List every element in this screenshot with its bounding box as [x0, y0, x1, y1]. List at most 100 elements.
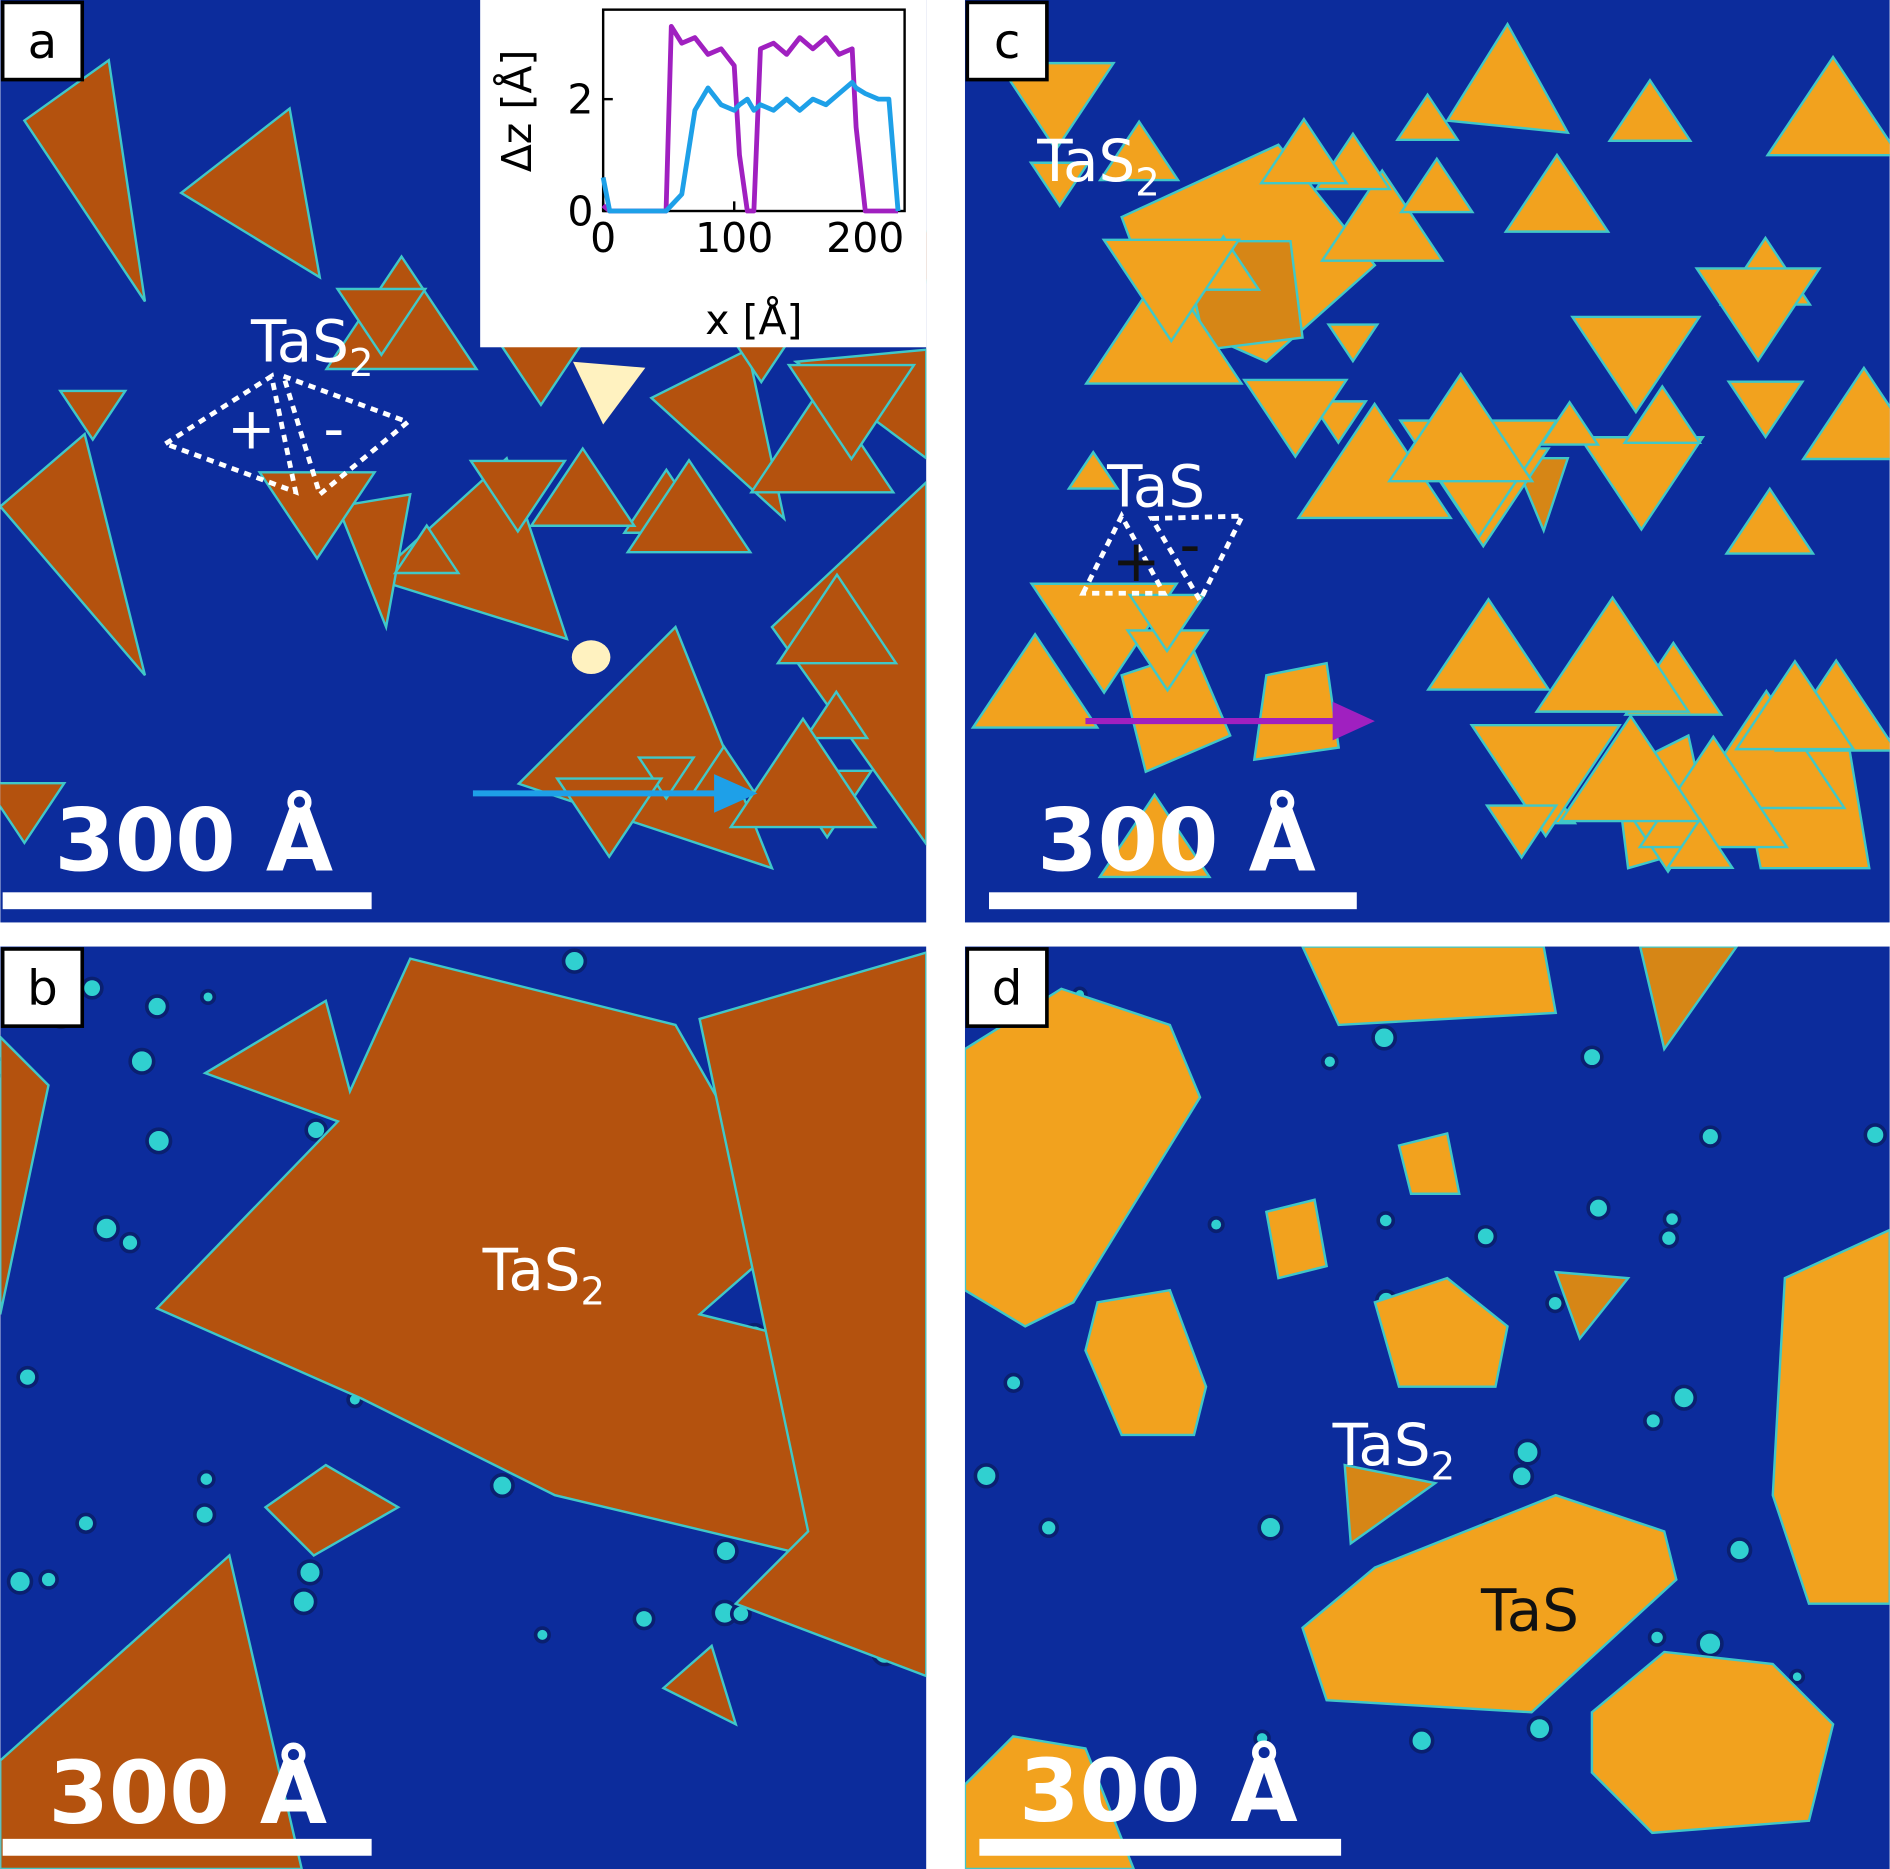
island [1765, 54, 1890, 157]
adatom [1038, 1517, 1059, 1539]
x-tick-label: 200 [826, 214, 904, 262]
adatom [1586, 1195, 1611, 1221]
island [1399, 156, 1475, 214]
island [1622, 384, 1703, 445]
island [1066, 450, 1120, 490]
island [1607, 78, 1693, 142]
adatom [304, 1118, 328, 1142]
panel-d: 300 Å TaS2 TaS [964, 946, 1890, 1869]
adatom [632, 1607, 656, 1631]
adatom [1647, 1628, 1667, 1647]
adatom [561, 948, 588, 974]
adatom [296, 1559, 324, 1586]
adatom [713, 1538, 739, 1564]
adatom [1699, 1125, 1722, 1148]
panel-label: b [27, 960, 58, 1016]
adatom [80, 976, 104, 1000]
island [392, 523, 461, 575]
island [1801, 365, 1890, 461]
island [996, 61, 1116, 152]
adatom [75, 1512, 97, 1534]
panel-label: a [28, 14, 58, 70]
adatom [290, 1588, 318, 1616]
adatom [144, 994, 170, 1019]
island [1097, 792, 1212, 879]
adatom [1643, 1410, 1664, 1432]
adatom [128, 1047, 156, 1075]
island [468, 459, 568, 534]
adatom [1371, 1024, 1398, 1051]
island [625, 458, 753, 554]
adatom [1207, 1216, 1225, 1234]
series-line [600, 79, 901, 214]
island [1724, 486, 1816, 555]
panel-c: 300 Å TaS2 TaS + - [964, 0, 1890, 923]
adatom [1580, 1045, 1604, 1069]
island [803, 689, 870, 740]
annotation: TaS2 [1332, 1411, 1455, 1489]
x-tick-label: 100 [695, 214, 773, 262]
adatom [199, 988, 217, 1006]
island [1097, 119, 1181, 182]
island [0, 781, 67, 846]
adatom [1257, 1514, 1284, 1541]
island [335, 287, 428, 357]
island [1469, 723, 1622, 839]
adatom [533, 1626, 551, 1644]
adatom [1662, 1209, 1682, 1229]
island [1326, 323, 1380, 364]
adatom [193, 1503, 217, 1527]
adatom [1253, 1729, 1271, 1748]
island [1242, 378, 1349, 459]
adatom [1696, 1629, 1724, 1658]
island [775, 572, 899, 665]
island [1426, 597, 1551, 691]
panel-label: d [992, 960, 1023, 1016]
scale-bar-label: 300 Å [48, 1741, 327, 1844]
inset-chart: x [Å] Δz [Å] 0 100 200 0 2 [480, 0, 927, 348]
annotation: TaS2 [1036, 127, 1160, 205]
island [1395, 92, 1460, 141]
island [1484, 804, 1559, 860]
adatom [1863, 1123, 1887, 1147]
island [554, 777, 664, 859]
island [1101, 238, 1241, 344]
panel-b: 300 Å TaS2 [0, 946, 927, 1869]
island [1534, 595, 1691, 713]
island [1387, 371, 1535, 483]
island [1734, 659, 1856, 751]
adatom [489, 1473, 515, 1499]
adatom [1376, 1211, 1396, 1230]
island [728, 716, 878, 829]
scale-bar-label: 300 Å [1019, 1739, 1298, 1842]
adatom [145, 1127, 173, 1155]
y-tick-label: 0 [567, 187, 593, 235]
island [1665, 817, 1735, 870]
adatom [38, 1569, 59, 1590]
island [970, 632, 1100, 729]
adatom [1408, 1728, 1435, 1754]
annotation: - [323, 395, 344, 463]
adatom [1514, 1438, 1542, 1466]
annotation: TaS2 [482, 1236, 606, 1314]
adatom [973, 1463, 1000, 1489]
annotation: TaS2 [250, 308, 373, 386]
panel-label: c [994, 14, 1021, 70]
adatom [1509, 1463, 1535, 1489]
adatom [1474, 1224, 1498, 1248]
island [1319, 168, 1445, 262]
adatom [1003, 1372, 1024, 1393]
adatom [6, 1568, 34, 1595]
adatom [196, 1469, 216, 1489]
island [1558, 713, 1703, 823]
adatom [16, 1365, 39, 1389]
adatom [93, 1215, 120, 1242]
island [1503, 152, 1611, 233]
adatom [119, 1231, 141, 1254]
island [1028, 161, 1091, 209]
x-tick-label: 0 [590, 214, 616, 262]
x-axis-label: x [Å] [705, 296, 802, 344]
y-axis-label: Δz [Å] [493, 50, 541, 173]
island [786, 363, 917, 462]
